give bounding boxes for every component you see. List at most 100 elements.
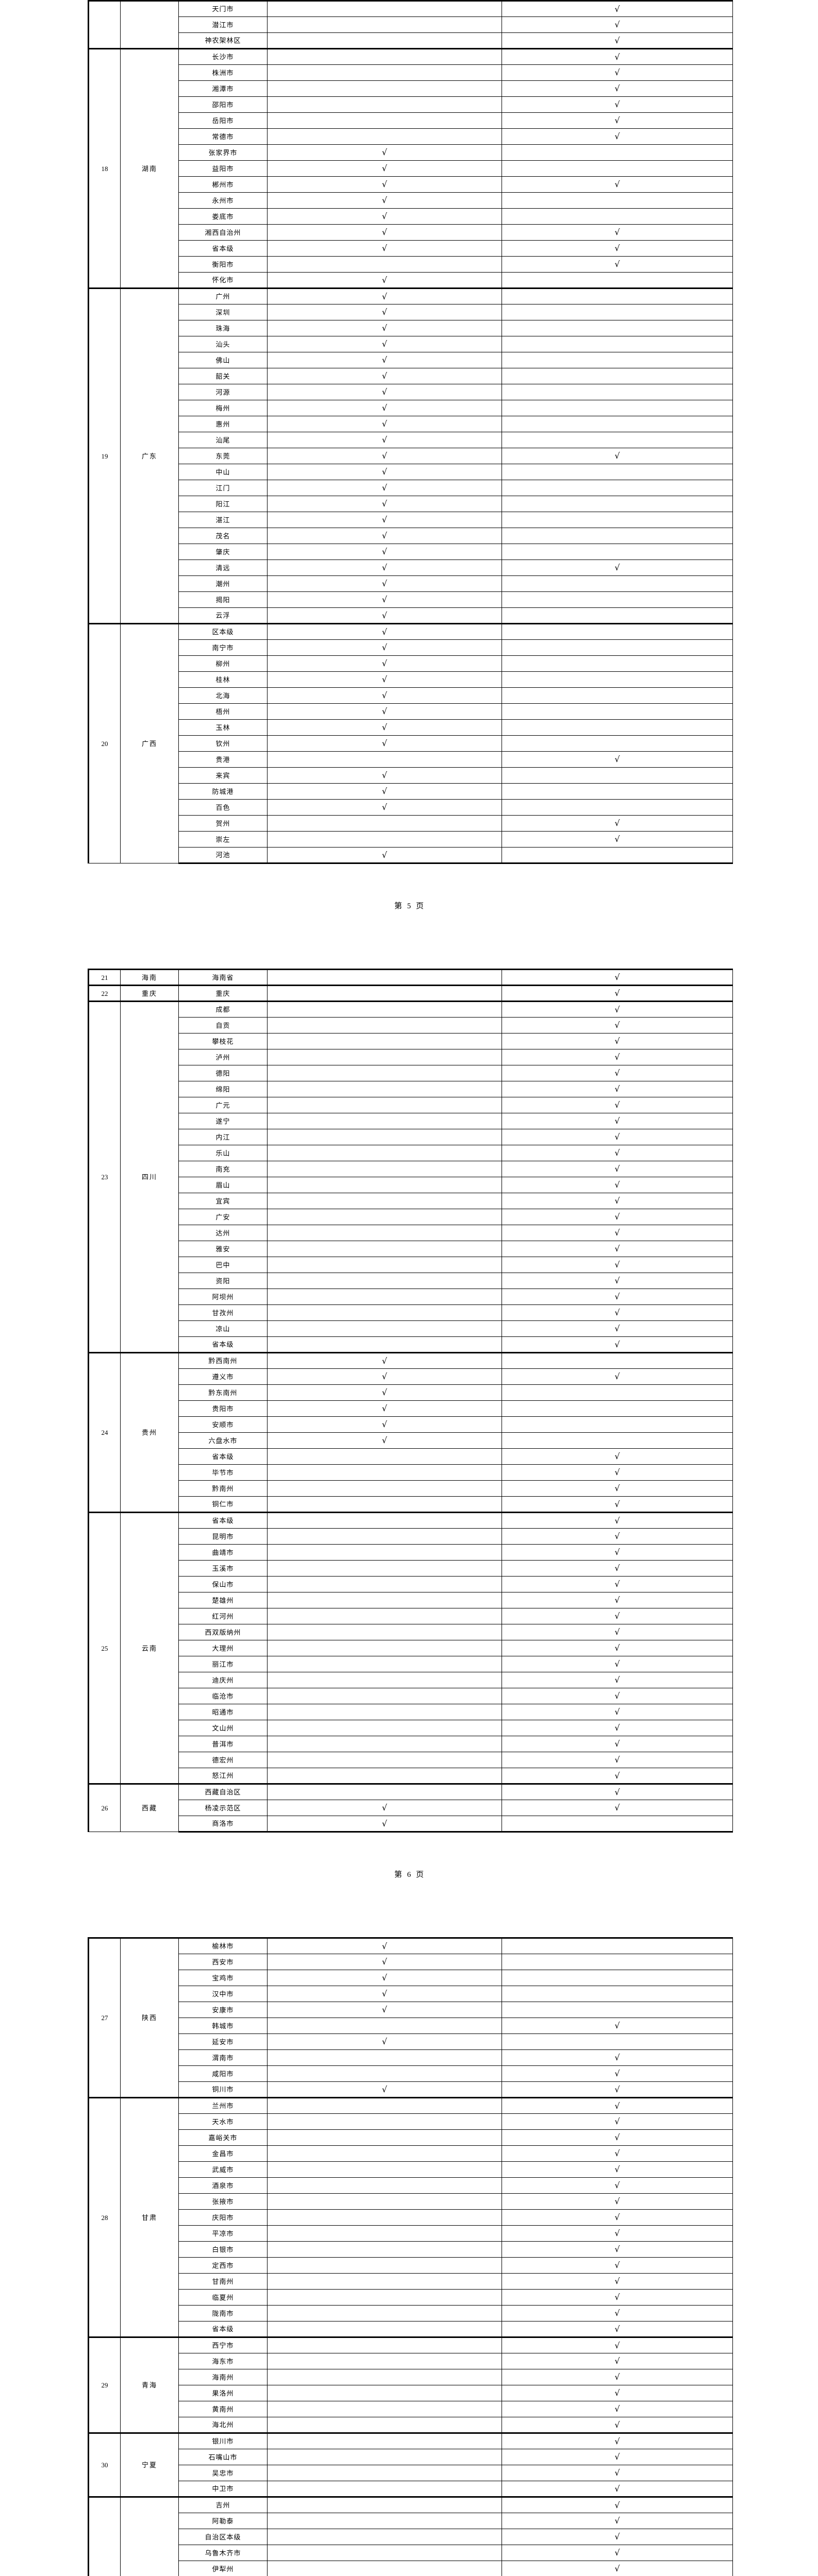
- table-row: 迪庆州 √: [89, 1672, 733, 1688]
- issue-to-individual-cell: √: [502, 1001, 733, 1018]
- check-icon: √: [381, 690, 388, 700]
- issue-to-individual-cell: √: [502, 2193, 733, 2210]
- check-icon: √: [381, 275, 388, 285]
- issue-to-unit-cell: [267, 2305, 502, 2321]
- check-icon: √: [381, 642, 388, 652]
- issue-to-unit-cell: [267, 2336, 502, 2353]
- issue-to-individual-cell: [502, 287, 733, 304]
- table-row: 保山市 √: [89, 1576, 733, 1592]
- issue-to-unit-cell: [267, 2257, 502, 2274]
- issue-to-unit-cell: √: [267, 272, 502, 289]
- check-icon: √: [614, 1308, 620, 1317]
- check-icon: √: [614, 2084, 620, 2094]
- table-row: 海北州 √: [89, 2417, 733, 2433]
- issue-to-individual-cell: √: [502, 2561, 733, 2576]
- check-icon: √: [614, 2419, 620, 2430]
- issue-to-unit-cell: [267, 1672, 502, 1688]
- issue-to-individual-cell: √: [502, 815, 733, 832]
- check-icon: √: [614, 1068, 620, 1078]
- region-name-cell: 平凉市: [178, 2225, 268, 2242]
- issue-to-unit-cell: [267, 1049, 502, 1065]
- issue-to-individual-cell: √: [502, 1736, 733, 1752]
- check-icon: √: [381, 339, 388, 349]
- region-name-cell: 迪庆州: [178, 1672, 268, 1688]
- check-icon: √: [381, 211, 388, 221]
- issue-to-individual-cell: √: [502, 2049, 733, 2066]
- region-name-cell: 长沙市: [178, 48, 268, 65]
- region-name-cell: 乐山: [178, 1145, 268, 1161]
- check-icon: √: [614, 1116, 620, 1126]
- check-icon: √: [614, 4, 620, 14]
- check-icon: √: [614, 1132, 620, 1142]
- region-name-cell: 昭通市: [178, 1704, 268, 1720]
- issue-to-unit-cell: [267, 1528, 502, 1545]
- region-name-cell: 西藏自治区: [178, 1783, 268, 1800]
- table-row: 天门市 √: [88, 1, 733, 49]
- check-icon: √: [614, 1324, 620, 1333]
- check-icon: √: [614, 754, 620, 764]
- table-row: 定西市 √: [89, 2257, 733, 2274]
- region-name-cell: 深圳: [178, 304, 268, 320]
- issue-to-unit-cell: √: [267, 144, 502, 161]
- check-icon: √: [381, 147, 388, 157]
- issue-to-individual-cell: √: [502, 448, 733, 464]
- region-name-cell: 延安市: [178, 2033, 268, 2050]
- issue-to-individual-cell: √: [502, 2401, 733, 2417]
- issue-to-unit-cell: √: [267, 607, 502, 624]
- check-icon: √: [381, 403, 388, 413]
- document-page: 27 陕西 榆林市 √ 西安市 √ 宝鸡市 √ 汉中市 √ 安康市 √ 韩城市 √ 延安市 √ 渭南市 √ 咸阳市 √…: [0, 1937, 818, 2576]
- table-row: 自贡 √: [89, 1017, 733, 1033]
- table-row: 贺州 √: [89, 815, 733, 832]
- check-icon: √: [614, 179, 620, 189]
- table-row: 攀枝花 √: [89, 1033, 733, 1049]
- region-name-cell: 铜川市: [178, 2081, 268, 2098]
- issue-to-unit-cell: [267, 1, 502, 17]
- table-row: 昆明市 √: [89, 1528, 733, 1545]
- table-row: 省本级 √ √: [89, 240, 733, 257]
- table-row: 娄底市 √: [89, 208, 733, 225]
- issue-to-individual-cell: √: [502, 2289, 733, 2306]
- region-name-cell: 潮州: [178, 575, 268, 592]
- issue-to-unit-cell: [267, 1512, 502, 1529]
- table-row: 延安市 √: [89, 2033, 733, 2050]
- table-row: 18 湖南 长沙市 √: [88, 48, 733, 289]
- region-name-cell: 金昌市: [178, 2145, 268, 2162]
- region-name-cell: 遂宁: [178, 1113, 268, 1129]
- issue-to-individual-cell: √: [502, 1592, 733, 1608]
- table-row: 泸州 √: [89, 1049, 733, 1065]
- check-icon: √: [614, 1148, 620, 1158]
- table-row: 凉山 √: [89, 1320, 733, 1337]
- issue-to-individual-cell: √: [502, 1241, 733, 1257]
- region-name-cell: 西双版纳州: [178, 1624, 268, 1640]
- region-name-cell: 梅州: [178, 400, 268, 416]
- table-row: 黔南州 √: [89, 1480, 733, 1497]
- issue-to-unit-cell: [267, 1145, 502, 1161]
- table-row: 汕尾 √: [89, 432, 733, 448]
- table-row: 19 广东 广州 √: [88, 287, 733, 624]
- check-icon: √: [614, 259, 620, 269]
- region-name-cell: 定西市: [178, 2257, 268, 2274]
- issue-to-individual-cell: √: [502, 751, 733, 768]
- region-name-cell: 神农架林区: [178, 32, 268, 49]
- issue-to-individual-cell: √: [502, 2129, 733, 2146]
- issue-to-unit-cell: √: [267, 432, 502, 448]
- check-icon: √: [614, 1276, 620, 1285]
- check-icon: √: [614, 67, 620, 77]
- table-row: 省本级 √: [89, 1336, 733, 1353]
- issue-to-individual-cell: [502, 160, 733, 177]
- issue-to-unit-cell: √: [267, 847, 502, 864]
- table-row: 石嘴山市 √: [89, 2449, 733, 2465]
- issue-to-unit-cell: [267, 96, 502, 113]
- issue-to-unit-cell: [267, 1480, 502, 1497]
- issue-to-unit-cell: √: [267, 544, 502, 560]
- issue-to-unit-cell: [267, 256, 502, 273]
- issue-to-individual-cell: √: [502, 32, 733, 49]
- region-name-cell: 楚雄州: [178, 1592, 268, 1608]
- issue-to-unit-cell: [267, 751, 502, 768]
- province-cell: 湖南: [120, 48, 179, 289]
- region-name-cell: 张掖市: [178, 2193, 268, 2210]
- issue-to-unit-cell: √: [267, 1384, 502, 1401]
- region-name-cell: 邵阳市: [178, 96, 268, 113]
- check-icon: √: [614, 2116, 620, 2126]
- table-row: 自治区本级 √: [89, 2529, 733, 2545]
